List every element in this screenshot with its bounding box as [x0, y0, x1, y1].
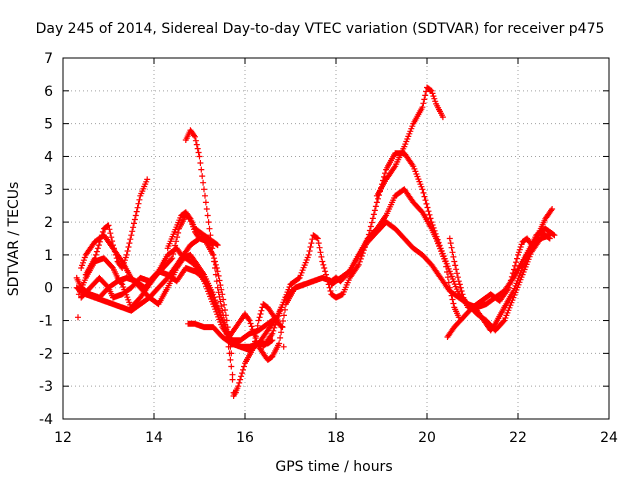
x-tick-label: 16: [236, 430, 254, 446]
y-tick-label: 3: [44, 182, 53, 198]
y-tick-label: 5: [44, 117, 53, 133]
series-track-12: [328, 219, 553, 311]
y-tick-label: -1: [39, 314, 53, 330]
plot-markers: [73, 84, 558, 399]
x-tick-label: 22: [509, 430, 527, 446]
y-tick-label: -4: [39, 412, 53, 428]
y-tick-label: -2: [39, 346, 53, 362]
x-tick-label: 12: [54, 430, 72, 446]
series-markers: [446, 206, 556, 334]
y-tick-label: 1: [44, 248, 53, 264]
y-tick-label: 4: [44, 149, 53, 165]
y-axis-label: SDTVAR / TECUs: [6, 182, 22, 297]
series-markers: [373, 84, 446, 199]
series-track-11: [260, 150, 553, 350]
y-tick-label: 0: [44, 281, 53, 297]
x-axis-label: GPS time / hours: [275, 459, 392, 475]
series-track-14: [446, 206, 556, 334]
series-track-15: [444, 225, 558, 340]
x-tick-label: 20: [418, 430, 436, 446]
series-markers: [328, 219, 553, 311]
y-tick-label: 6: [44, 84, 53, 100]
x-tick-label: 24: [600, 430, 618, 446]
series-track-6: [82, 176, 151, 278]
series-markers: [82, 176, 151, 278]
chart-title: Day 245 of 2014, Sidereal Day-to-day VTE…: [36, 21, 605, 37]
y-tick-label: 7: [44, 51, 53, 67]
x-tick-label: 18: [327, 430, 345, 446]
y-tick-label: -3: [39, 379, 53, 395]
series-markers: [182, 127, 239, 396]
series-markers: [260, 150, 553, 350]
grid-lines: [63, 58, 609, 419]
y-tick-label: 2: [44, 215, 53, 231]
series-track-8: [182, 127, 239, 396]
series-track-13: [373, 84, 446, 199]
x-tick-label: 14: [145, 430, 163, 446]
series-markers: [444, 225, 558, 340]
